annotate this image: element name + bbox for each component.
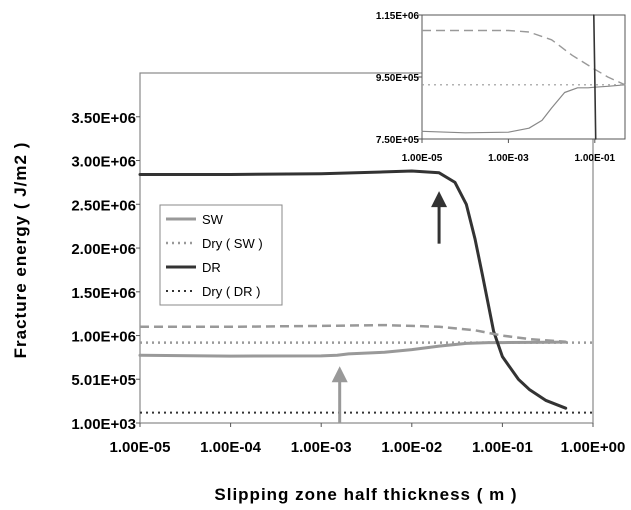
main-y-tick-label: 5.01E+05 <box>71 372 136 389</box>
inset-series-line-unnamed-0 <box>421 84 626 134</box>
main-y-axis-ticks: 1.00E+03 5.01E+05 1.00E+06 1.50E+06 2.00E+06… <box>71 110 140 433</box>
legend-label: DR <box>202 260 221 275</box>
main-x-axis-ticks: 1.00E-05 1.00E-04 1.00E-03 1.00E-02 1.00E-01… <box>110 423 626 456</box>
inset-x-axis-ticks: 1.00E-05 1.00E-03 1.00E-01 <box>402 139 616 164</box>
inset-series-line-unnamed-3 <box>592 14 597 140</box>
main-series-line-sw <box>138 340 568 358</box>
inset-y-tick-label: 9.50E+05 <box>376 73 420 84</box>
arrow-head-1 <box>331 366 348 383</box>
inset-series-layer <box>421 14 626 140</box>
inset-x-tick-label: 1.00E-01 <box>575 153 616 164</box>
main-x-tick-label: 1.00E-04 <box>200 439 262 456</box>
inset-x-tick-label: 1.00E-05 <box>402 153 443 164</box>
main-x-tick-label: 1.00E-02 <box>381 439 442 456</box>
legend: SW Dry ( SW ) DR Dry ( DR ) <box>159 204 283 306</box>
legend-label: Dry ( DR ) <box>202 284 261 299</box>
y-axis-title: Fracture energy ( J/m2 ) <box>11 142 30 359</box>
main-y-tick-label: 3.50E+06 <box>71 110 136 127</box>
legend-box <box>159 204 283 306</box>
inset-y-axis-ticks: 7.50E+05 9.50E+05 1.15E+06 <box>376 11 422 146</box>
inset-y-tick-label: 1.15E+06 <box>376 11 420 22</box>
main-y-tick-label: 1.00E+03 <box>71 416 136 433</box>
main-y-tick-label: 2.00E+06 <box>71 241 136 258</box>
main-y-tick-label: 1.50E+06 <box>71 285 136 302</box>
main-y-tick-label: 1.00E+06 <box>71 329 136 346</box>
main-series-line-dr <box>138 169 568 410</box>
main-x-tick-label: 1.00E-01 <box>472 439 533 456</box>
inset-chart: 1.00E-05 1.00E-03 1.00E-01 7.50E+05 9.50E+0… <box>376 11 626 164</box>
main-x-tick-label: 1.00E-03 <box>291 439 352 456</box>
main-y-tick-label: 2.50E+06 <box>71 197 136 214</box>
main-x-tick-label: 1.00E-05 <box>110 439 171 456</box>
main-y-tick-label: 3.00E+06 <box>71 154 136 171</box>
main-x-tick-label: 1.00E+00 <box>561 439 626 456</box>
legend-label: Dry ( SW ) <box>202 236 263 251</box>
arrow-head-0 <box>431 191 448 208</box>
legend-items: SW Dry ( SW ) DR Dry ( DR ) <box>166 212 263 299</box>
inset-y-tick-label: 7.50E+05 <box>376 135 420 146</box>
main-annotations-layer <box>331 191 448 423</box>
main-series-layer <box>138 169 593 414</box>
legend-label: SW <box>202 212 224 227</box>
inset-series-line-unnamed-2 <box>422 29 626 86</box>
inset-x-tick-label: 1.00E-03 <box>488 153 529 164</box>
main-series-line-unnamed-4 <box>140 323 566 343</box>
x-axis-title: Slipping zone half thickness ( m ) <box>214 485 517 504</box>
